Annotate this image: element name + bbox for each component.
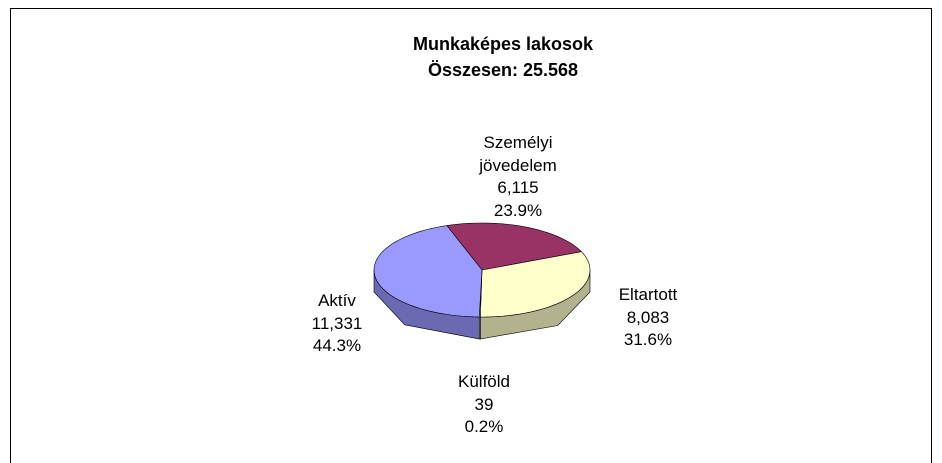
slice	[446, 222, 582, 271]
label-value: 11,331	[311, 313, 363, 333]
chart-title: Munkaképes lakosok	[412, 34, 594, 54]
chart-subtitle: Összesen: 25.568	[427, 60, 579, 80]
data-label: Aktív 11,331 44.3%	[277, 290, 397, 358]
label-name: Külföld	[458, 372, 510, 391]
label-name: Aktív	[318, 291, 356, 310]
data-label: Külföld 39 0.2%	[424, 371, 544, 439]
slice	[373, 225, 483, 318]
label-name: Eltartott	[618, 285, 678, 304]
label-percent: 0.2%	[464, 417, 504, 436]
slice-side-shade	[480, 270, 590, 339]
label-value: 39	[474, 394, 494, 414]
label-percent: 44.3%	[312, 336, 362, 355]
label-percent: 31.6%	[623, 330, 673, 349]
slice-side-shade	[374, 270, 480, 339]
label-percent: 23.9%	[493, 200, 543, 220]
label-value: 6,115	[497, 178, 539, 197]
label-value: 8,083	[626, 307, 670, 327]
data-label: Eltartott 8,083 31.6%	[588, 284, 708, 352]
label-name: Személyi jövedelem	[479, 133, 557, 175]
data-label: Személyi jövedelem 6,115 23.9%	[463, 132, 573, 222]
slice	[479, 251, 591, 318]
